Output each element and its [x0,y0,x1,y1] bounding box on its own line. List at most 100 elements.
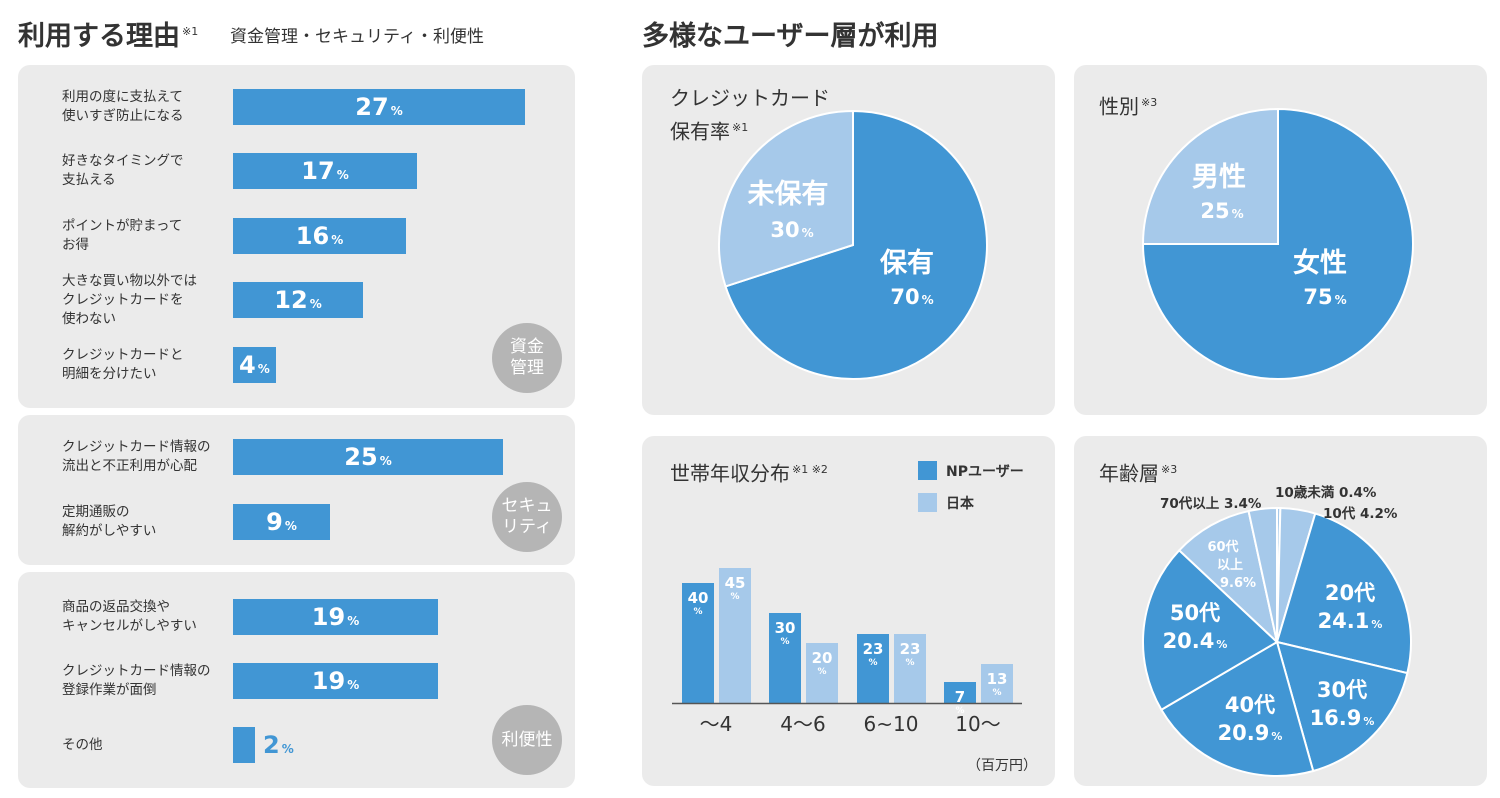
age-slice [1247,506,1278,643]
reason-label: 好きなタイミングで 支払える [62,153,184,188]
income-bar [682,583,714,703]
income-bar-value: 7 [955,688,965,706]
reason-bar [233,89,525,125]
left-subtitle: 資金管理・セキュリティ・利便性 [230,27,484,47]
age-slice [1275,512,1412,675]
legend-swatch-japan [918,493,937,512]
age-slice-value: 9.6% [1220,576,1256,591]
slice-male [1141,107,1279,245]
reason-value: 19% [311,667,360,695]
card-ownership-note: ※1 [732,121,749,134]
age-slice-outer-label: 10代 4.2% [1323,505,1398,522]
reason-bar [233,347,276,383]
slice-value-label: 20.9% [1218,721,1283,745]
income-note: ※1 ※2 [792,463,828,476]
legend-label-np: NPユーザー [946,464,1024,480]
income-bar-value: 40 [688,589,709,607]
right-title: 多様なユーザー層が利用 [642,21,939,52]
reason-label: 大きな買い物以外では クレジットカードを 使わない [62,272,197,327]
slice-value-label: 75% [1303,285,1346,309]
card-ownership-pie: 保有 70 % 未保有 30% [718,109,988,380]
slice-value-label: 70% [890,285,933,309]
income-bar-unit: % [817,667,826,677]
income-bar [944,682,976,703]
reason-bar [233,153,417,189]
reason-bar [233,599,438,635]
income-bar-value: 30 [775,619,796,637]
card-ownership-title: クレジットカード 保有率 ※1 [670,86,830,144]
income-bar [894,634,926,703]
income-bar-value: 13 [987,670,1008,688]
age-slice [1275,640,1409,773]
income-bar [806,643,838,703]
reason-bar [233,663,438,699]
reason-value: 25% [344,443,392,471]
income-bar-unit: % [868,658,877,668]
slice-owned [724,109,988,380]
legend-swatch-np [918,461,937,480]
age-slice-label: 50代 [1170,601,1220,625]
gender-title: 性別 ※3 [1099,94,1158,119]
reason-value: 2% [263,731,294,759]
age-slice-label: 20代 [1325,581,1375,605]
reason-value: 4% [239,351,270,379]
income-unit-label: （百万円） [967,758,1037,774]
income-tick-label: 4～6 [780,712,825,736]
income-bar-value: 20 [812,649,833,667]
age-slice-label: 以上 [1217,558,1243,573]
income-bar-unit: % [780,637,789,647]
left-title-note: ※1 [182,25,199,38]
slice-not-owned-label: 未保有 [748,179,829,210]
age-slice-outer-label: 10歳未満 0.4% [1275,484,1377,501]
income-bar [769,613,801,703]
age-title: 年齢層 ※3 [1099,461,1178,486]
reason-bar [233,218,406,254]
slice-value-label: 20.4% [1163,629,1228,653]
category-badge: セキュ リティ [492,482,562,552]
income-bar-unit: % [905,658,914,668]
slice-value-label: 24.1% [1318,609,1383,633]
slice-female-label: 女性 [1293,247,1347,279]
reason-label: その他 [62,736,103,753]
left-title: 利用する理由 ※1 [18,21,199,52]
reason-value: 27% [355,93,403,121]
slice-value-label: 25% [1200,199,1243,223]
reason-bar [233,439,503,475]
age-note: ※3 [1161,463,1178,476]
reason-bar [233,282,363,318]
income-bar-value: 45 [725,574,746,592]
reason-label: ポイントが貯まって お得 [62,218,183,253]
gender-note: ※3 [1141,96,1158,109]
income-bar-unit: % [693,607,702,617]
income-bar-unit: % [992,688,1001,698]
income-bar-unit: % [955,706,964,716]
reason-value: 16% [295,222,344,250]
reason-bar [233,504,330,540]
age-slice-label: 40代 [1225,693,1275,717]
category-badge: 資金 管理 [492,323,562,393]
gender-pie: 女性 75 % 男性 25% [1141,107,1414,380]
slice-male-label: 男性 [1192,162,1246,193]
slice-value-label: 16.9% [1310,706,1375,730]
reason-label: クレジットカード情報の 登録作業が面倒 [62,663,211,698]
reason-label: 利用の度に支払えて 使いすぎ防止になる [62,89,184,124]
reason-value: 12% [274,286,322,314]
income-bar-unit: % [730,592,739,602]
age-slice-label: 30代 [1317,678,1367,702]
reason-label: クレジットカードと 明細を分けたい [62,347,184,382]
reason-value: 17% [301,157,349,185]
age-slice [1160,640,1315,777]
reason-value: 9% [266,508,297,536]
legend-label-japan: 日本 [946,495,975,512]
reason-label: クレジットカード情報の 流出と不正利用が心配 [62,439,211,474]
income-bar-value: 23 [863,640,884,658]
age-slice [1177,509,1279,645]
slice-not-owned [718,109,854,288]
reason-label: 定期通販の 解約がしやすい [62,504,157,539]
income-tick-label: ～4 [700,712,733,736]
income-title: 世帯年収分布 ※1 ※2 [670,461,828,486]
income-bar-chart: NPユーザー日本40%45%～430%20%4～623%23%6~107%13%… [672,461,1037,774]
slice-value-label: 30% [770,218,813,242]
